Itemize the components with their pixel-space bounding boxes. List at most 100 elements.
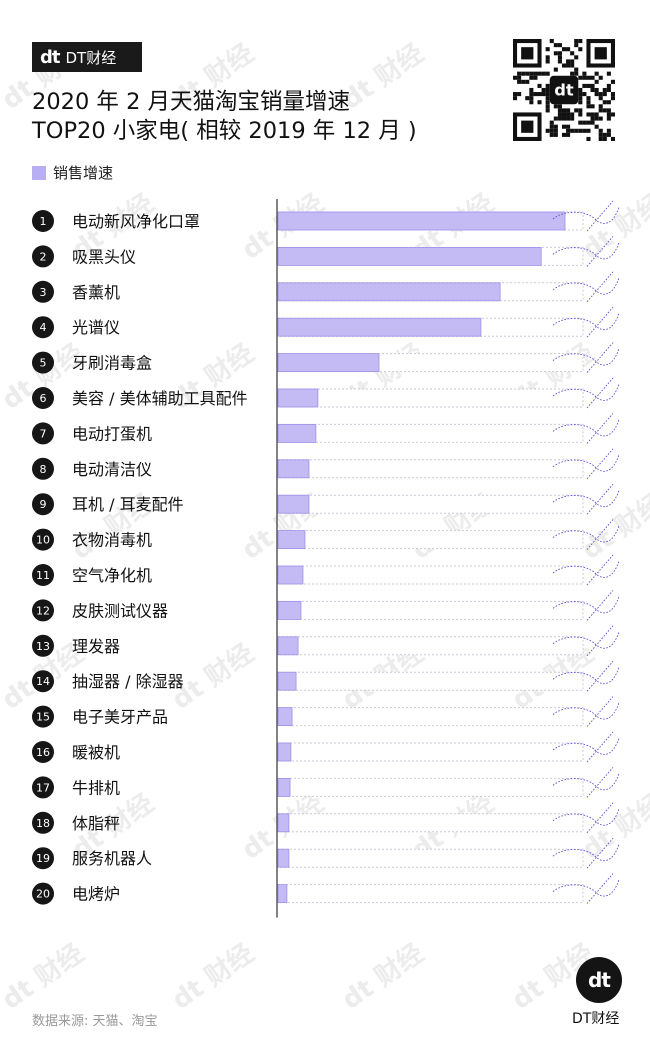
bar-row: 11 空气净化机 [32, 554, 620, 586]
bar-end-decoration [586, 837, 614, 869]
bar-end-decoration [552, 348, 620, 366]
bar [277, 636, 299, 656]
bar [277, 282, 501, 302]
category-label: 暖被机 [72, 743, 120, 762]
bar-row: 8 电动清洁仪 [32, 448, 620, 480]
bar [277, 884, 288, 903]
bar-end-decoration [552, 596, 620, 614]
rank-badge [32, 351, 54, 374]
category-label: 皮肤测试仪器 [72, 601, 168, 620]
bar-end-decoration [552, 525, 620, 543]
rank-badge [32, 705, 54, 728]
category-label: 牛排机 [72, 778, 120, 797]
rank-number: 4 [40, 321, 47, 334]
bar-end-decoration [552, 560, 620, 578]
bar [277, 707, 293, 726]
bar-track [277, 707, 584, 727]
bar-row: 16 暖被机 [32, 731, 620, 763]
category-label: 空气净化机 [72, 566, 152, 585]
bar [277, 600, 302, 620]
rank-number: 10 [36, 534, 50, 547]
svg-text:dt: dt [554, 80, 574, 99]
bar-end-decoration [586, 236, 614, 267]
bar-row: 15 电子美牙产品 [32, 696, 620, 728]
title-line-2: TOP20 小家电( 相较 2019 年 12 月 ) [32, 118, 417, 144]
rank-badge [32, 210, 54, 232]
rank-number: 20 [36, 888, 50, 901]
bar-end-decoration [552, 242, 620, 260]
bar-row: 7 电动打蛋机 [32, 413, 620, 445]
bar-track [277, 494, 584, 514]
bar-end-decoration [552, 773, 620, 791]
legend: 销售增速 [32, 162, 113, 183]
bar-end-decoration [586, 625, 614, 657]
rank-badge [32, 811, 54, 834]
category-label: 光谱仪 [72, 318, 120, 337]
bar-track [277, 565, 584, 585]
bar-row: 20 电烤炉 [32, 873, 620, 905]
rank-number: 6 [40, 392, 47, 405]
brand-name: DT财经 [65, 48, 117, 67]
category-label: 衣物消毒机 [72, 531, 152, 550]
bar-end-decoration [552, 667, 620, 685]
bar-end-decoration [552, 383, 620, 401]
bar-end-decoration [586, 802, 614, 834]
bar [277, 813, 290, 833]
rank-number: 19 [36, 852, 50, 865]
bar [277, 671, 297, 691]
rank-badge [32, 493, 54, 516]
bar-end-decoration [586, 271, 614, 303]
bar-end-decoration [552, 277, 620, 295]
bar-end-decoration [552, 844, 620, 862]
bar-end-decoration [586, 413, 614, 444]
bar-end-decoration [586, 696, 614, 727]
bar-end-decoration [586, 483, 614, 515]
bar-track [277, 742, 584, 762]
bar [277, 211, 566, 231]
rank-number: 8 [40, 463, 47, 476]
dt-logo-icon: dt [40, 46, 60, 68]
rank-badge [32, 528, 54, 551]
bar-row: 18 体脂秤 [32, 802, 620, 834]
rank-number: 2 [40, 250, 47, 263]
bar-end-decoration [552, 737, 620, 755]
bar-row: 2 吸黑头仪 [32, 236, 620, 268]
bar-end-decoration [552, 419, 620, 437]
legend-swatch [32, 165, 46, 180]
rank-number: 12 [36, 604, 50, 617]
bar-row: 6 美容 / 美体辅助工具配件 [32, 377, 620, 409]
rank-number: 11 [36, 569, 50, 582]
bar-end-decoration [552, 206, 620, 224]
category-label: 抽湿器 / 除湿器 [72, 672, 184, 691]
bar-row: 5 牙刷消毒盒 [32, 342, 620, 374]
watermark-text: dt 财经 [166, 938, 259, 1016]
bar-end-decoration [586, 448, 614, 480]
category-label: 理发器 [72, 637, 120, 656]
bar-end-decoration [552, 808, 620, 826]
rank-number: 1 [40, 215, 47, 228]
category-label: 耳机 / 耳麦配件 [72, 495, 184, 514]
bar-chart: 1 电动新风净化口罩 2 吸黑头仪 3 香薰机 4 光谱仪 5 牙刷消毒盒 6 美容 / 美体辅助工具… [32, 199, 620, 918]
bar-end-decoration [586, 306, 614, 338]
watermark-text: dt 财经 [336, 938, 429, 1016]
rank-number: 14 [36, 675, 50, 688]
category-label: 电烤炉 [72, 885, 120, 904]
category-label: 电动清洁仪 [72, 460, 152, 479]
bar-track [277, 423, 584, 443]
footer-dt-logo-icon: dt [576, 957, 622, 1003]
bar-row: 3 香薰机 [32, 271, 620, 303]
bar-end-decoration [552, 702, 620, 720]
watermark-text: dt 财经 [0, 938, 89, 1016]
rank-badge [32, 280, 54, 303]
rank-badge [32, 847, 54, 870]
data-source: 数据来源: 天猫、淘宝 [32, 1014, 158, 1029]
rank-number: 7 [40, 427, 47, 440]
rank-badge [32, 670, 54, 693]
bar-row: 10 衣物消毒机 [32, 519, 620, 551]
rank-number: 17 [36, 781, 50, 794]
category-label: 香薰机 [72, 283, 120, 302]
bar-row: 19 服务机器人 [32, 837, 620, 870]
qr-code-icon: dt [513, 39, 615, 141]
bar [277, 742, 292, 762]
bar-end-decoration [586, 377, 614, 409]
